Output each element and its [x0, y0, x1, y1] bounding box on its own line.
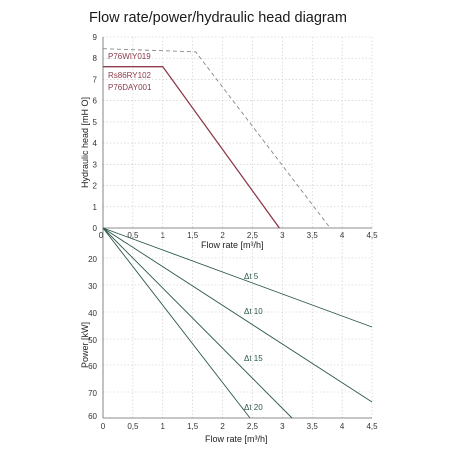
head-x-axis-label: Flow rate [m³/h] — [201, 240, 264, 250]
power-x-tick-label: 0,5 — [127, 422, 139, 431]
head-y-tick-label: 4 — [93, 139, 98, 148]
power-series-label: Δt 10 — [244, 307, 263, 316]
head-chart-grid — [103, 36, 373, 228]
head-y-tick-labels: 0 1 2 3 4 5 6 7 8 9 — [93, 33, 98, 233]
power-y-tick-labels: 20 30 40 50 60 70 60 — [88, 255, 97, 421]
power-series-label: Δt 5 — [244, 272, 259, 281]
head-series-label: P76DAY001 — [108, 83, 152, 92]
power-x-tick-labels: 0 0,5 1 1,5 2 2,5 3 3,5 4 4,5 — [101, 422, 378, 431]
head-y-tick-label: 8 — [93, 54, 98, 63]
power-x-tick-label: 1 — [161, 422, 166, 431]
power-x-tick-label: 3,5 — [307, 422, 319, 431]
chart-title: Flow rate/power/hydraulic head diagram — [89, 10, 347, 26]
power-y-tick-label: 30 — [88, 282, 97, 291]
head-series-label: P76WIY019 — [108, 52, 151, 61]
power-series-line-1 — [102, 227, 373, 328]
head-y-tick-label: 9 — [93, 33, 98, 42]
power-y-tick-label: 20 — [88, 255, 97, 264]
power-x-tick-label: 4,5 — [366, 422, 378, 431]
power-x-tick-label: 2 — [220, 422, 225, 431]
head-chart-series — [102, 48, 331, 229]
power-series-line-4 — [102, 227, 251, 419]
power-x-tick-label: 3 — [280, 422, 285, 431]
power-series-labels: Δt 5 Δt 10 Δt 15 Δt 20 — [244, 272, 263, 412]
power-series-label: Δt 20 — [244, 403, 263, 412]
head-x-tick-labels: 0,511,522,533,544,50 — [99, 231, 378, 240]
power-y-tick-label: 40 — [88, 309, 97, 318]
power-y-tick-label: 60 — [88, 362, 97, 371]
head-y-tick-label: 5 — [93, 118, 98, 127]
head-x-tick-label: 0 — [99, 231, 104, 240]
power-chart-axes — [102, 228, 372, 419]
head-y-tick-label: 3 — [93, 160, 98, 169]
power-series-line-2 — [102, 227, 373, 403]
power-x-tick-label: 0 — [101, 422, 106, 431]
head-series-line-3 — [103, 66, 280, 229]
head-y-axis-label: Hydraulic head [mH O] — [80, 97, 90, 188]
head-chart-axes — [102, 37, 372, 229]
power-y-tick-label: 70 — [88, 389, 97, 398]
power-y-tick-label: 50 — [88, 336, 97, 345]
power-x-tick-label: 1,5 — [187, 422, 199, 431]
head-series-labels: P76WIY019 Rs86RY102 P76DAY001 — [108, 52, 152, 92]
power-series-line-3 — [102, 227, 293, 419]
head-series-label: Rs86RY102 — [108, 71, 152, 80]
head-y-tick-label: 2 — [93, 182, 98, 191]
power-chart-grid — [103, 228, 373, 418]
power-x-tick-label: 2,5 — [247, 422, 259, 431]
head-y-tick-label: 0 — [93, 224, 98, 233]
head-y-tick-label: 6 — [93, 97, 98, 106]
power-y-axis-label: Power [kW] — [80, 322, 90, 368]
power-series-label: Δt 15 — [244, 354, 263, 363]
power-x-tick-label: 4 — [340, 422, 345, 431]
head-series-line-1 — [102, 48, 331, 229]
power-y-tick-label: 60 — [88, 412, 97, 421]
power-chart-series — [102, 227, 373, 419]
head-y-tick-label: 1 — [93, 203, 98, 212]
power-x-axis-label: Flow rate [m³/h] — [205, 434, 268, 444]
head-y-tick-label: 7 — [93, 75, 98, 84]
